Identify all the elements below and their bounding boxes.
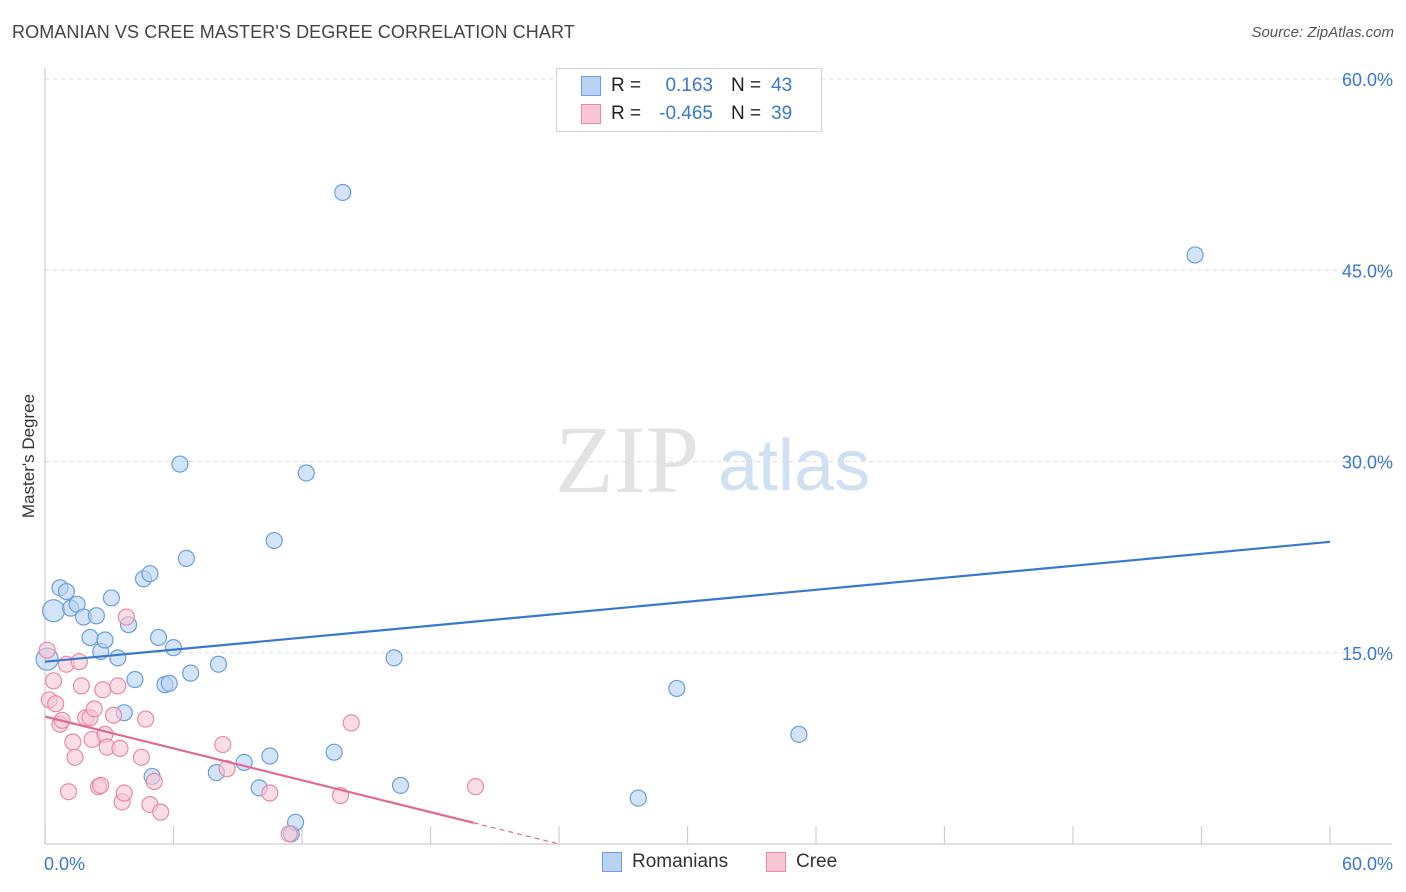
romanians-point xyxy=(182,664,200,682)
romanians-point xyxy=(209,655,228,673)
cree-point xyxy=(117,608,135,626)
romanians-point xyxy=(109,649,127,667)
source-label: Source: ZipAtlas.com xyxy=(1251,24,1394,41)
cree-point xyxy=(66,748,84,766)
legend-item-cree[interactable]: Cree xyxy=(766,851,837,873)
romanians-point xyxy=(177,549,195,568)
n-label: N = xyxy=(731,103,762,124)
cree-point xyxy=(64,733,82,751)
series-legend: Romanians Cree xyxy=(0,851,1406,877)
romanians-point xyxy=(391,776,410,794)
cree-trendline xyxy=(44,715,474,824)
cree-point xyxy=(72,677,91,695)
r-value: -0.465 xyxy=(659,103,713,124)
scatter-points xyxy=(35,183,1204,843)
cree-point xyxy=(38,641,56,659)
cree-point xyxy=(152,803,170,821)
cree-point xyxy=(59,783,78,801)
cree-point xyxy=(132,748,150,766)
cree-swatch xyxy=(766,852,786,872)
r-label: R = xyxy=(611,75,642,96)
axes xyxy=(44,68,1392,845)
chart-title: ROMANIAN VS CREE MASTER'S DEGREE CORRELA… xyxy=(12,22,575,42)
romanians-point xyxy=(629,789,647,807)
y-tick-label: 60.0% xyxy=(1342,70,1393,90)
cree-point xyxy=(145,772,163,791)
romanians-point xyxy=(790,725,808,743)
n-value: 43 xyxy=(771,75,793,96)
r-label: R = xyxy=(611,103,642,124)
x-tick-label: 0.0% xyxy=(44,854,85,874)
y-tick-label: 30.0% xyxy=(1342,453,1393,473)
romanians-point xyxy=(385,649,403,667)
legend-row-romanians: R = 0.163 N = 43 xyxy=(581,73,792,99)
y-tick-label: 15.0% xyxy=(1342,644,1393,664)
cree-point xyxy=(261,784,279,802)
romanians-swatch xyxy=(602,852,622,872)
romanians-point xyxy=(57,582,76,601)
legend-label: Cree xyxy=(796,851,838,872)
romanians-point xyxy=(126,670,144,689)
r-value: 0.163 xyxy=(665,75,713,96)
romanians-point xyxy=(96,631,114,649)
romanians-point xyxy=(164,639,183,657)
watermark-zip: ZIP xyxy=(555,406,699,513)
cree-point xyxy=(70,653,88,671)
cree-swatch xyxy=(581,104,601,124)
watermark-atlas: atlas xyxy=(718,426,870,506)
romanians-point xyxy=(171,455,189,473)
cree-point xyxy=(85,700,103,718)
grid-lines xyxy=(45,78,1392,654)
romanians-point xyxy=(325,743,343,761)
romanians-point xyxy=(261,747,279,765)
cree-point xyxy=(214,735,232,754)
cree-trendline-extension xyxy=(473,822,560,845)
cree-point xyxy=(109,677,127,695)
cree-point xyxy=(94,681,112,699)
cree-point xyxy=(92,776,110,794)
trendlines xyxy=(44,540,1331,845)
romanians-point xyxy=(297,464,315,482)
cree-point xyxy=(47,695,65,713)
y-tick-label: 45.0% xyxy=(1342,261,1393,281)
romanians-point xyxy=(41,599,66,623)
legend-item-romanians[interactable]: Romanians xyxy=(602,851,728,873)
legend-label: Romanians xyxy=(632,851,729,872)
y-axis-title: Master's Degree xyxy=(19,394,38,518)
legend-row-cree: R = -0.465 N = 39 xyxy=(581,101,792,127)
romanians-point xyxy=(160,674,178,692)
romanians-point xyxy=(149,628,168,647)
cree-point xyxy=(111,739,129,757)
x-tick-label: 60.0% xyxy=(1342,854,1393,874)
cree-point xyxy=(115,784,133,802)
romanians-point xyxy=(1186,246,1204,264)
n-label: N = xyxy=(731,75,762,96)
romanians-point xyxy=(334,183,352,202)
romanians-point xyxy=(141,565,159,583)
cree-point xyxy=(137,710,155,728)
romanians-swatch xyxy=(581,76,601,96)
n-value: 39 xyxy=(771,103,793,124)
correlation-legend: R = 0.163 N = 43 R = -0.465 N = 39 xyxy=(556,68,822,132)
cree-point xyxy=(466,778,485,796)
cree-point xyxy=(342,714,360,732)
romanians-trendline xyxy=(44,540,1331,663)
romanians-point xyxy=(87,607,106,625)
romanians-point xyxy=(102,589,120,607)
tick-labels: 15.0% 30.0% 45.0% 60.0% 0.0% 60.0% xyxy=(44,70,1393,874)
cree-point xyxy=(44,672,63,690)
romanians-point xyxy=(81,628,99,647)
romanians-point xyxy=(668,679,686,698)
cree-point xyxy=(280,825,298,843)
cree-point xyxy=(104,706,123,724)
romanians-point xyxy=(265,531,283,550)
